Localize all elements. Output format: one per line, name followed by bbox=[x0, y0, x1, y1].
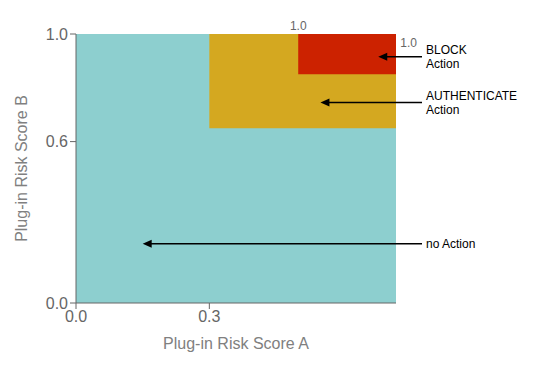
svg-text:BLOCKAction: BLOCKAction bbox=[426, 43, 467, 71]
svg-text:AUTHENTICATEAction: AUTHENTICATEAction bbox=[426, 89, 517, 117]
svg-text:0.6: 0.6 bbox=[46, 133, 68, 150]
svg-text:0.0: 0.0 bbox=[65, 308, 87, 325]
svg-text:0.3: 0.3 bbox=[198, 308, 220, 325]
svg-text:Plug-in Risk Score B: Plug-in Risk Score B bbox=[13, 95, 30, 242]
svg-text:1.0: 1.0 bbox=[46, 26, 68, 43]
svg-text:Plug-in Risk Score A: Plug-in Risk Score A bbox=[163, 335, 309, 352]
svg-text:1.0: 1.0 bbox=[290, 19, 307, 33]
svg-text:0.0: 0.0 bbox=[46, 295, 68, 312]
svg-text:1.0: 1.0 bbox=[400, 36, 417, 50]
svg-text:no Action: no Action bbox=[426, 237, 475, 251]
